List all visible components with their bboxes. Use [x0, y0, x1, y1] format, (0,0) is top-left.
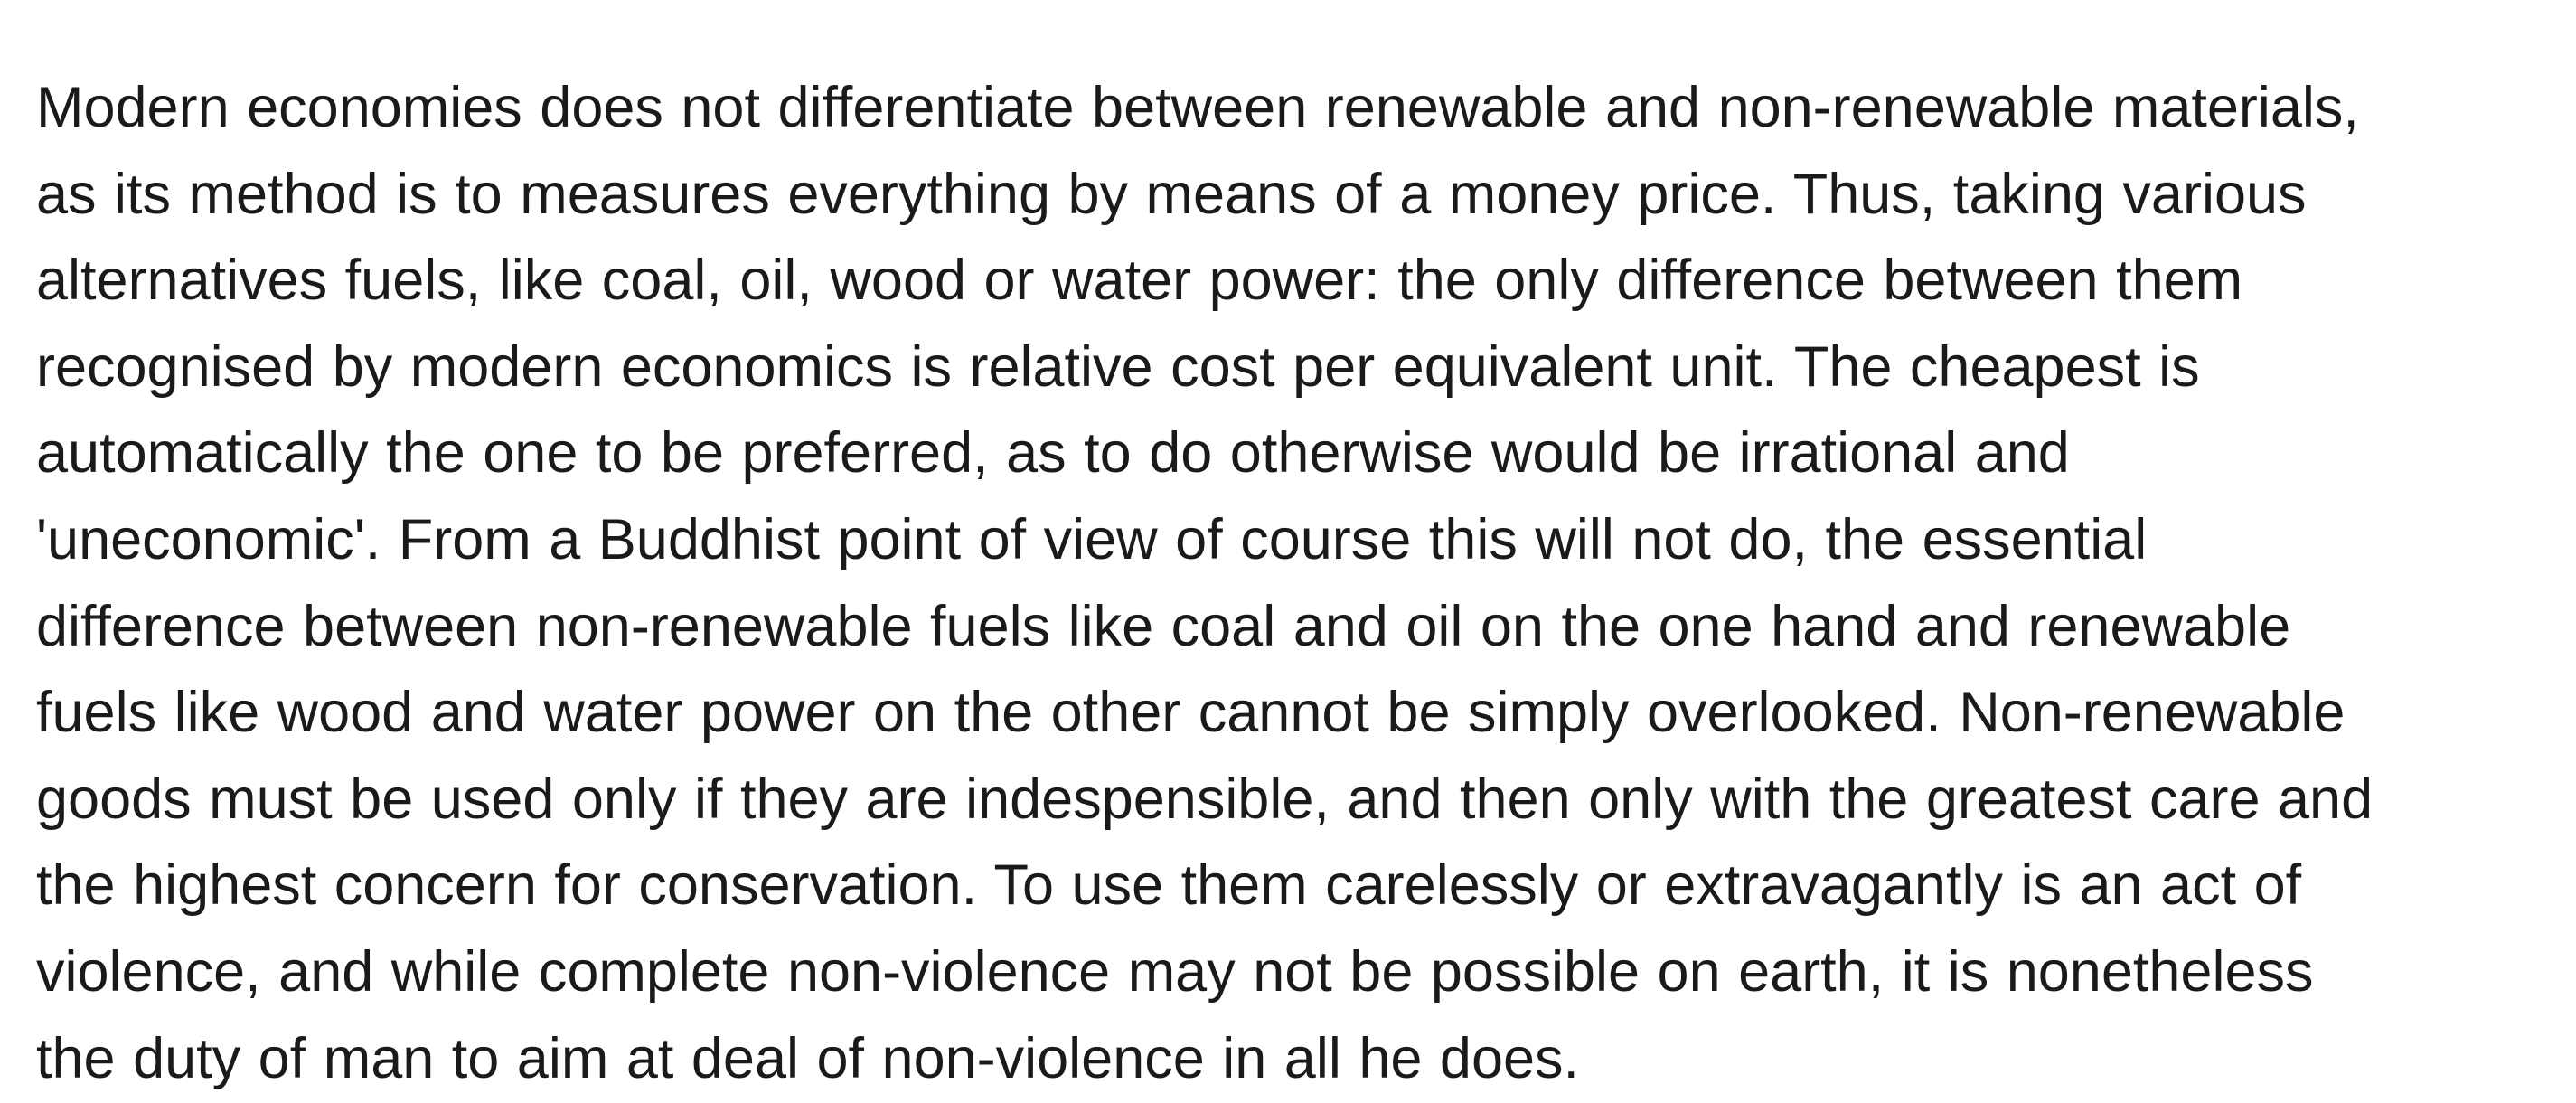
paragraph-line: the highest concern for conservation. To… [36, 853, 2302, 918]
paragraph-line: violence, and while complete non-violenc… [36, 939, 2314, 1004]
paragraph-line: fuels like wood and water power on the o… [36, 681, 2346, 745]
paragraph-line: Modern economies does not differentiate … [36, 76, 2359, 139]
paragraph-line: goods must be used only if they are inde… [36, 767, 2374, 831]
paragraph-line: automatically the one to be preferred, a… [36, 421, 2070, 486]
paragraph-line: the duty of man to aim at deal of non-vi… [36, 1026, 1580, 1090]
document-body: Modern economies does not differentiate … [36, 65, 2549, 1102]
paragraph-line: 'uneconomic'. From a Buddhist point of v… [36, 507, 2148, 571]
paragraph-line: difference between non-renewable fuels l… [36, 594, 2291, 658]
paragraph-line: as its method is to measures everything … [36, 162, 2307, 226]
paragraph-line: recognised by modern economics is relati… [36, 335, 2200, 399]
paragraph-line: alternatives fuels, like coal, oil, wood… [36, 249, 2243, 313]
